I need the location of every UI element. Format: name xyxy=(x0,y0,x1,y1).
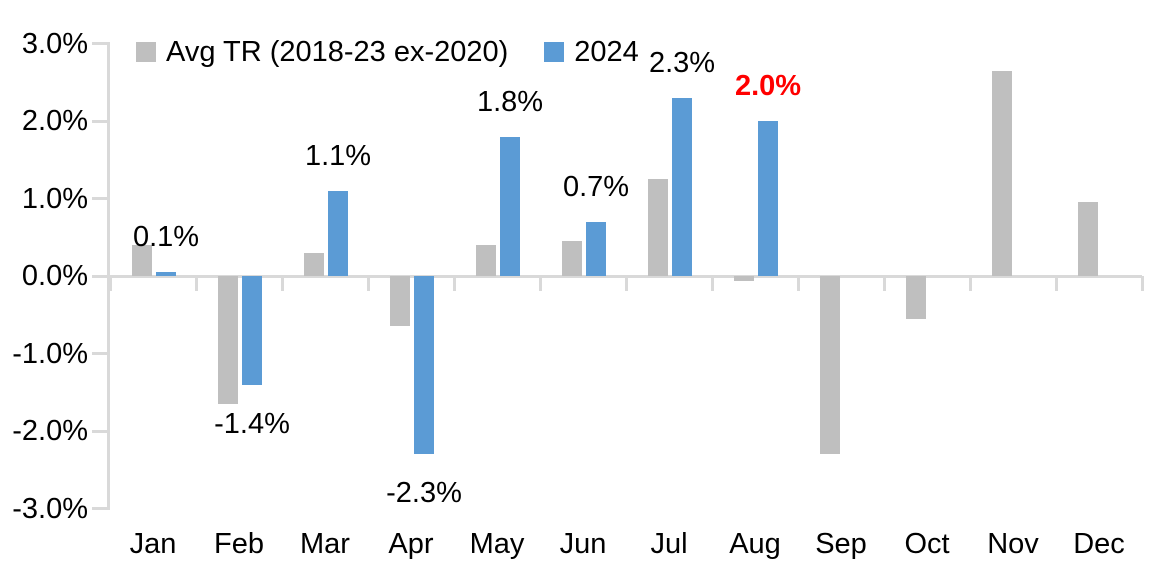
y-tick-label-0.0%: 0.0% xyxy=(21,260,88,292)
y-tick-label--1.0%: -1.0% xyxy=(12,337,88,370)
y-tick-mark xyxy=(92,42,110,45)
bar-avg-jul xyxy=(648,179,668,276)
bar-avg-jun xyxy=(562,241,582,276)
month-label-Jun: Jun xyxy=(559,528,607,560)
month-label-May: May xyxy=(469,528,525,560)
data-label-may: 1.8% xyxy=(476,85,544,118)
y-tick-label-2.0%: 2.0% xyxy=(21,105,88,137)
y-tick-label-1.0%: 1.0% xyxy=(21,182,88,215)
x-tick-mark xyxy=(108,276,112,291)
month-label-Mar: Mar xyxy=(300,528,350,560)
y-tick-label--2.0%: -2.0% xyxy=(12,415,88,447)
x-tick-mark xyxy=(538,276,542,291)
x-tick-mark xyxy=(1054,276,1058,291)
legend-swatch-avg-tr xyxy=(136,42,156,62)
y-tick-mark xyxy=(92,507,110,510)
data-label-jul: 2.3% xyxy=(648,46,716,79)
month-label-Jan: Jan xyxy=(129,528,177,560)
bar-avg-feb xyxy=(218,276,238,404)
month-label-Aug: Aug xyxy=(729,528,781,560)
y-tick-mark xyxy=(92,429,110,433)
bar-avg-apr xyxy=(390,276,410,327)
bar-2024-apr xyxy=(414,276,434,455)
y-tick-mark xyxy=(92,197,110,200)
x-tick-mark xyxy=(194,276,198,291)
bar-avg-jan xyxy=(132,245,152,276)
month-label-Jul: Jul xyxy=(650,528,688,560)
bar-2024-feb xyxy=(242,276,262,385)
data-label-apr: -2.3% xyxy=(386,477,462,510)
legend-label-2024: 2024 xyxy=(574,35,639,68)
month-label-Apr: Apr xyxy=(388,528,434,560)
bar-2024-jan xyxy=(156,272,176,276)
data-label-feb: -1.4% xyxy=(214,407,290,440)
legend-label-avg-tr: Avg TR (2018-23 ex-2020) xyxy=(166,35,509,68)
month-label-Dec: Dec xyxy=(1073,528,1125,560)
y-tick-mark xyxy=(92,274,110,278)
bar-2024-jul xyxy=(672,97,692,276)
bar-2024-may xyxy=(500,136,520,276)
bar-avg-nov xyxy=(992,70,1012,276)
y-tick-label--3.0%: -3.0% xyxy=(12,492,88,525)
bar-avg-aug xyxy=(734,276,754,282)
month-label-Oct: Oct xyxy=(904,528,950,560)
data-label-aug: 2.0% xyxy=(734,70,802,102)
x-tick-mark xyxy=(882,276,886,291)
x-tick-mark xyxy=(710,276,714,291)
bar-avg-oct xyxy=(906,276,926,319)
bar-2024-aug xyxy=(758,121,778,276)
legend: Avg TR (2018-23 ex-2020) 2024 xyxy=(136,36,639,68)
x-tick-mark xyxy=(796,276,800,291)
month-label-Feb: Feb xyxy=(214,528,264,560)
x-tick-mark xyxy=(452,276,456,291)
data-label-jun: 0.7% xyxy=(562,170,630,203)
bar-avg-may xyxy=(476,245,496,276)
month-label-Nov: Nov xyxy=(987,528,1039,560)
x-tick-mark xyxy=(624,276,628,291)
y-tick-mark xyxy=(92,119,110,123)
x-tick-mark xyxy=(280,276,284,291)
data-label-jan: 0.1% xyxy=(132,221,200,254)
x-tick-mark xyxy=(1140,276,1144,291)
bar-avg-dec xyxy=(1078,202,1098,276)
bar-avg-mar xyxy=(304,252,324,276)
legend-swatch-2024 xyxy=(544,42,565,62)
x-tick-mark xyxy=(968,276,972,291)
bar-avg-sep xyxy=(820,276,840,455)
x-tick-mark xyxy=(366,276,370,291)
bar-2024-mar xyxy=(328,190,348,276)
month-label-Sep: Sep xyxy=(815,528,867,560)
data-label-mar: 1.1% xyxy=(304,139,372,172)
y-tick-mark xyxy=(92,352,110,355)
bar-2024-jun xyxy=(586,221,606,276)
y-tick-label-3.0%: 3.0% xyxy=(21,27,88,60)
